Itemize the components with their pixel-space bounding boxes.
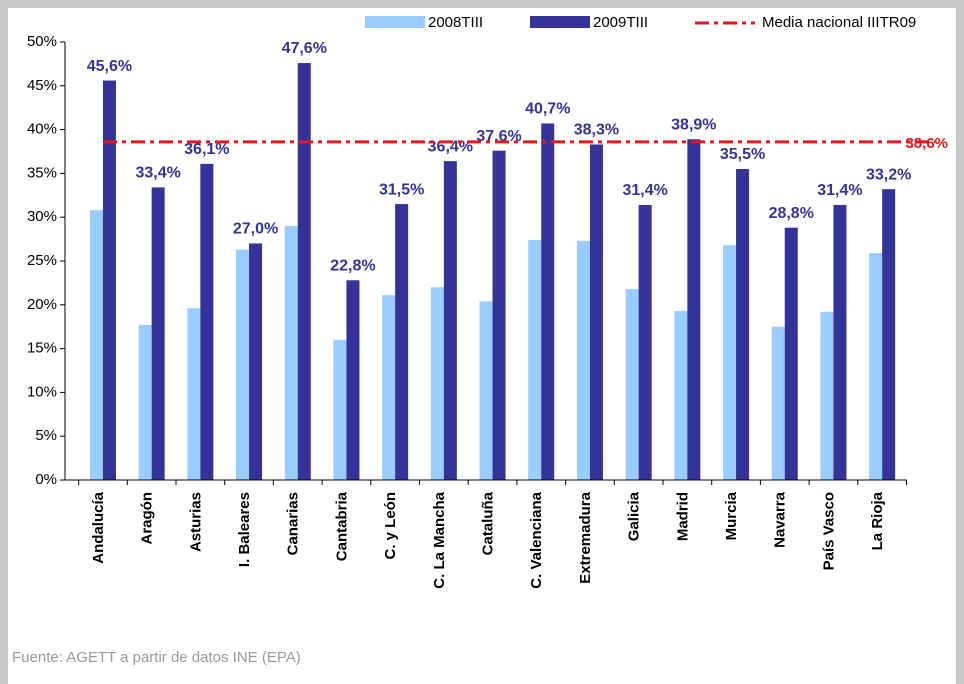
x-tick-label: Navarra: [772, 491, 789, 548]
bar: [723, 245, 737, 480]
x-tick-label: Murcia: [723, 491, 740, 540]
bar: [492, 150, 506, 480]
x-tick-label: Galicia: [626, 491, 643, 541]
x-tick-label: La Rioja: [869, 491, 886, 550]
bar: [479, 301, 493, 480]
bar: [151, 187, 165, 480]
x-tick-label: C. La Mancha: [431, 491, 448, 588]
bar: [200, 163, 214, 480]
bar: [138, 324, 152, 480]
reference-label: 38,6%: [905, 135, 948, 152]
bar: [687, 139, 701, 480]
bar: [625, 289, 639, 480]
bar: [784, 227, 798, 480]
x-tick-label: Aragón: [139, 492, 156, 545]
bar: [820, 311, 834, 480]
bar: [771, 326, 785, 480]
y-tick-label: 45%: [27, 77, 57, 94]
bar: [736, 169, 750, 480]
x-tick-label: Cataluña: [480, 491, 497, 555]
x-tick-label: C. Valenciana: [528, 491, 545, 588]
x-tick-label: Canarias: [285, 492, 302, 555]
bar: [236, 249, 250, 480]
legend-label: 2009TIII: [593, 14, 648, 31]
y-tick-label: 25%: [27, 252, 57, 269]
value-label: 38,9%: [671, 116, 716, 133]
x-tick-label: Andalucía: [90, 491, 107, 563]
legend-swatch: [530, 16, 590, 28]
y-tick-label: 50%: [27, 33, 57, 50]
value-label: 45,6%: [87, 58, 132, 75]
x-tick-label: Madrid: [674, 492, 691, 541]
y-tick-label: 5%: [35, 427, 57, 444]
x-tick-label: Cantabria: [333, 491, 350, 561]
legend-swatch: [365, 16, 425, 28]
x-tick-label: I. Baleares: [236, 492, 253, 567]
bar: [882, 189, 896, 480]
legend-label: Media nacional IIITR09: [762, 14, 916, 31]
bar: [638, 204, 652, 480]
bar: [297, 63, 311, 481]
y-tick-label: 20%: [27, 296, 57, 313]
bar: [249, 243, 263, 480]
x-tick-label: C. y León: [382, 492, 399, 560]
source: Fuente: AGETT a partir de datos INE (EPA…: [12, 649, 301, 666]
bar: [576, 240, 590, 480]
value-label: 33,4%: [135, 165, 180, 182]
value-label: 35,5%: [720, 146, 765, 163]
value-label: 38,3%: [574, 122, 619, 139]
x-tick-label: Extremadura: [577, 491, 594, 583]
bar: [395, 204, 409, 480]
bar: [541, 123, 555, 480]
value-label: 22,8%: [330, 257, 375, 274]
bar: [89, 210, 103, 480]
bar: [102, 80, 116, 480]
bar: [284, 225, 298, 480]
value-label: 28,8%: [769, 205, 814, 222]
bar: [589, 144, 603, 480]
value-label: 31,4%: [817, 182, 862, 199]
bar: [674, 310, 688, 480]
bar: [528, 239, 542, 480]
y-tick-label: 15%: [27, 340, 57, 357]
bar: [430, 287, 444, 480]
y-tick-label: 40%: [27, 121, 57, 138]
value-label: 31,4%: [622, 182, 667, 199]
bar: [333, 339, 347, 480]
bar: [833, 204, 847, 480]
value-label: 47,6%: [282, 40, 327, 57]
value-label: 40,7%: [525, 101, 570, 118]
y-tick-label: 10%: [27, 383, 57, 400]
value-label: 27,0%: [233, 221, 278, 238]
bar: [869, 253, 883, 480]
x-tick-label: País Vasco: [820, 492, 837, 570]
x-tick-label: Asturias: [187, 492, 204, 552]
bar: [187, 308, 201, 480]
y-tick-label: 30%: [27, 208, 57, 225]
value-label: 36,1%: [184, 141, 229, 158]
value-label: 31,5%: [379, 181, 424, 198]
value-label: 33,2%: [866, 166, 911, 183]
y-tick-label: 0%: [35, 471, 57, 488]
bar: [346, 280, 360, 480]
y-tick-label: 35%: [27, 164, 57, 181]
bar: [443, 161, 457, 481]
legend-label: 2008TIII: [428, 14, 483, 31]
bar: [382, 295, 396, 480]
